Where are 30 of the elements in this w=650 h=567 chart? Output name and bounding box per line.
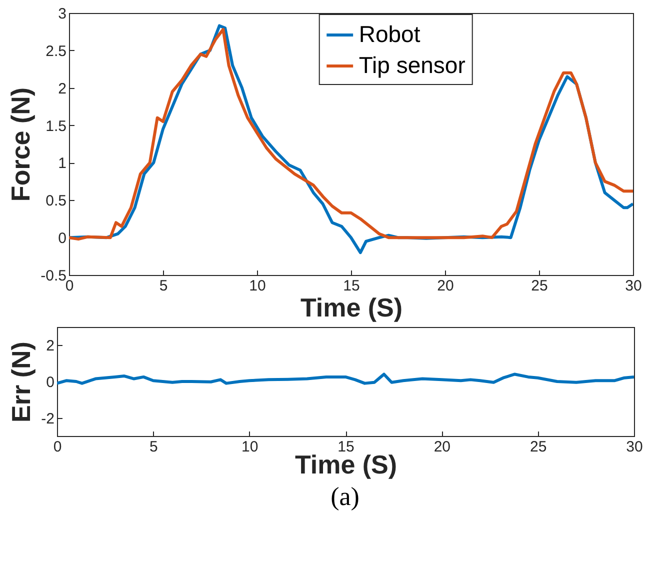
y-tick-label: 3 — [58, 6, 66, 22]
text: (a) — [330, 482, 360, 512]
y-tick-label: 1 — [58, 155, 66, 172]
y-tick-label: 0.5 — [46, 192, 66, 210]
y-axis-title: Err (N) — [6, 342, 36, 422]
x-tick-label: 20 — [434, 438, 451, 456]
x-tick-label: 30 — [626, 438, 643, 456]
y-axis-title: Force (N) — [6, 87, 36, 202]
x-tick-label: 30 — [625, 278, 642, 294]
x-tick-label: 5 — [159, 278, 168, 294]
x-axis-title: Time (S) — [300, 292, 403, 322]
y-tick-label: 2 — [46, 338, 54, 355]
y-tick-label: -2 — [41, 410, 54, 428]
x-tick-label: 5 — [149, 438, 158, 456]
x-tick-label: 15 — [343, 278, 360, 294]
y-tick-label: -0.5 — [40, 268, 66, 284]
x-tick-label: 25 — [531, 278, 548, 294]
legend-label: Tip sensor — [358, 52, 466, 78]
legend-label: Robot — [358, 21, 421, 47]
x-tick-label: 20 — [437, 278, 454, 294]
y-tick-label: 2.5 — [46, 42, 66, 60]
x-tick-label: 25 — [530, 438, 547, 456]
x-tick-label: 10 — [249, 278, 266, 294]
y-tick-label: 0 — [46, 374, 54, 391]
x-tick-label: 15 — [338, 438, 354, 456]
line-series — [57, 372, 634, 385]
y-tick-label: 2 — [58, 80, 66, 98]
y-tick-label: 0 — [58, 230, 66, 248]
x-tick-label: 10 — [241, 438, 258, 456]
y-tick-label: 1.5 — [46, 118, 66, 135]
